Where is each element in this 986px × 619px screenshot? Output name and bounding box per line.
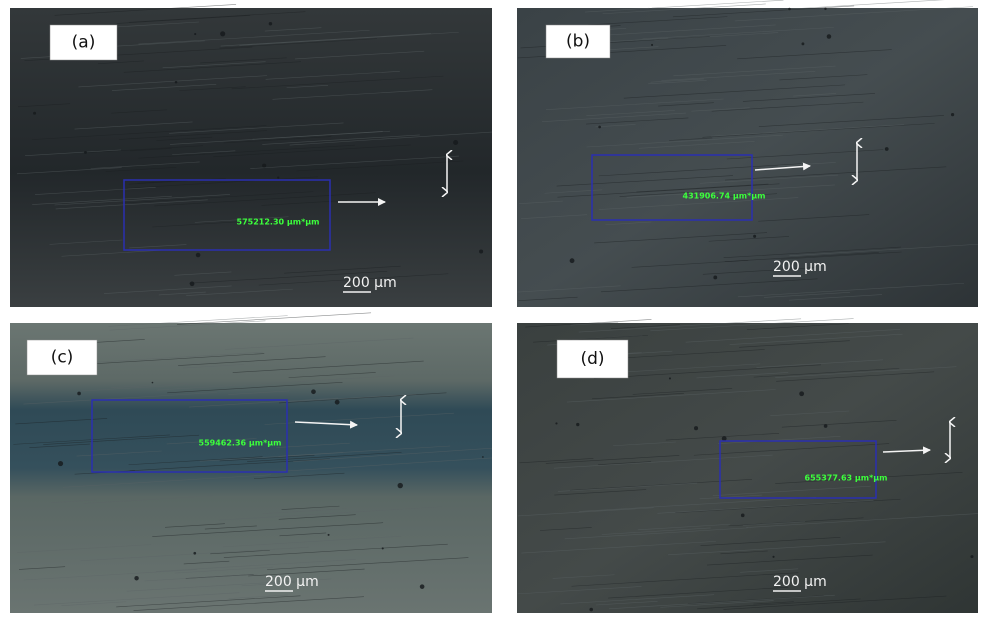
area-value: 655377.63 µm*µm (805, 474, 888, 483)
pit (722, 436, 727, 441)
pit (589, 608, 593, 612)
pit (84, 151, 87, 154)
pit (33, 112, 36, 115)
pit (970, 555, 973, 558)
panel-label: (d) (580, 349, 604, 369)
pit (193, 552, 196, 555)
pit (220, 31, 225, 36)
scratch (788, 0, 953, 9)
pit (788, 8, 791, 11)
scale-bar-label: 200 µm (773, 259, 827, 275)
pit (598, 126, 601, 129)
pit (382, 547, 384, 549)
panel-label: (b) (566, 32, 590, 52)
micrograph-panel: (d) 655377.63 µm*µm 200 µm (517, 319, 978, 613)
pit (479, 249, 483, 253)
pit (262, 164, 266, 168)
area-value: 559462.36 µm*µm (199, 439, 282, 448)
pit (694, 426, 698, 430)
pit (669, 377, 671, 379)
pit (269, 22, 272, 25)
area-value: 575212.30 µm*µm (237, 218, 320, 227)
scale-bar-label: 200 µm (343, 275, 397, 291)
pit (190, 281, 195, 286)
pit (134, 576, 138, 580)
scale-bar-label: 200 µm (265, 574, 319, 590)
pit (398, 483, 403, 488)
panel-label: (a) (72, 33, 96, 53)
pit (741, 514, 745, 518)
pit (824, 8, 826, 10)
micrograph-panel: (a) 575212.30 µm*µm 200 µm (10, 4, 492, 307)
scale-bar-label: 200 µm (773, 574, 827, 590)
panel-label: (c) (51, 348, 74, 368)
pit (799, 391, 804, 396)
pit (77, 392, 81, 396)
pit (420, 584, 425, 589)
pit (885, 147, 889, 151)
micrograph-panel: (b) 431906.74 µm*µm 200 µm (517, 0, 978, 307)
pit (555, 422, 557, 424)
pit (713, 276, 717, 280)
pit (453, 140, 458, 145)
figure: (a) 575212.30 µm*µm 200 µm (b) 431906.74 µm*… (0, 0, 986, 619)
pit (827, 34, 832, 39)
pit (570, 258, 575, 263)
pit (802, 42, 805, 45)
area-value: 431906.74 µm*µm (683, 192, 766, 201)
pit (196, 253, 201, 258)
pit (194, 33, 196, 35)
pit (482, 456, 484, 458)
pit (772, 556, 774, 558)
pit (311, 389, 316, 394)
pit (753, 235, 756, 238)
pit (335, 400, 340, 405)
pit (152, 382, 154, 384)
pit (58, 461, 63, 466)
pit (951, 113, 954, 116)
pit (277, 177, 279, 179)
pit (824, 424, 828, 428)
pit (651, 44, 653, 46)
scratch (177, 313, 371, 325)
micrograph-panel: (c) 559462.36 µm*µm 200 µm (10, 313, 492, 613)
pit (328, 534, 330, 536)
pit (576, 423, 579, 426)
pit (175, 81, 178, 84)
